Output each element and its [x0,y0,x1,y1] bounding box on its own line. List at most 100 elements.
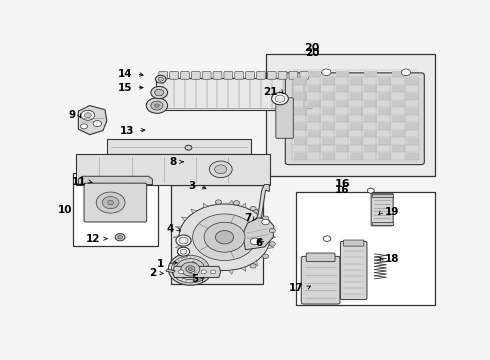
Text: 14: 14 [118,69,133,79]
Circle shape [108,201,114,205]
Bar [294,123,307,130]
Bar [406,138,419,145]
Bar [350,153,363,159]
Circle shape [147,98,168,113]
Circle shape [263,216,269,220]
Text: 5: 5 [191,274,198,284]
Polygon shape [175,245,182,248]
Circle shape [322,69,331,76]
Bar [392,100,405,107]
Text: 8: 8 [170,157,177,167]
Bar [364,86,377,92]
Bar [322,78,335,85]
FancyBboxPatch shape [107,139,251,154]
Circle shape [190,270,195,274]
FancyBboxPatch shape [300,72,309,79]
Bar [392,116,405,122]
FancyBboxPatch shape [278,72,287,79]
FancyBboxPatch shape [371,193,393,226]
Circle shape [271,93,288,105]
Circle shape [177,247,190,256]
FancyBboxPatch shape [156,78,316,110]
Circle shape [216,231,234,244]
Text: 1: 1 [156,258,164,269]
Text: 19: 19 [385,207,399,217]
Text: 16: 16 [335,179,350,189]
Polygon shape [270,235,276,239]
Polygon shape [268,245,274,248]
FancyBboxPatch shape [235,72,244,79]
Circle shape [269,228,275,233]
Bar [378,108,391,115]
Circle shape [269,242,275,246]
Circle shape [216,200,221,204]
Circle shape [81,124,87,129]
FancyBboxPatch shape [289,72,298,79]
Circle shape [211,270,216,274]
Circle shape [234,201,240,205]
Bar [364,145,377,152]
Text: 3: 3 [189,181,196,191]
Bar [392,86,405,92]
FancyBboxPatch shape [180,72,189,79]
FancyBboxPatch shape [341,242,367,300]
Bar [350,78,363,85]
Bar [322,153,335,159]
Bar [364,71,377,77]
Polygon shape [268,226,274,230]
Bar [73,174,158,246]
Circle shape [263,254,269,258]
Circle shape [93,121,101,127]
Circle shape [250,264,256,268]
Circle shape [215,165,227,174]
Circle shape [102,197,119,209]
Polygon shape [241,203,246,208]
Text: 7: 7 [244,213,251,223]
Circle shape [250,238,260,245]
Polygon shape [173,235,179,239]
Circle shape [189,268,192,270]
Polygon shape [203,203,208,208]
Circle shape [179,204,270,270]
Polygon shape [241,267,246,271]
FancyBboxPatch shape [84,183,147,222]
Polygon shape [216,270,220,274]
Bar [294,78,307,85]
Circle shape [401,69,411,76]
Bar [322,123,335,130]
FancyBboxPatch shape [301,256,340,304]
Bar [336,71,349,77]
FancyBboxPatch shape [343,240,364,246]
Circle shape [368,188,374,193]
Bar [308,145,321,152]
Bar [406,78,419,85]
Text: 2: 2 [149,268,156,278]
Bar [392,131,405,137]
Polygon shape [243,218,274,250]
Bar [371,222,393,225]
Bar [322,93,335,100]
FancyBboxPatch shape [276,98,294,138]
Bar [308,116,321,122]
Bar [172,185,263,284]
FancyBboxPatch shape [159,72,168,79]
Bar [364,100,377,107]
Polygon shape [252,261,258,266]
Bar [336,131,349,137]
Bar [406,123,419,130]
Circle shape [155,89,164,96]
Bar [364,116,377,122]
Bar [392,145,405,152]
Circle shape [118,235,122,239]
Text: 13: 13 [120,126,134,135]
FancyBboxPatch shape [245,72,254,79]
Text: 6: 6 [255,238,263,248]
Polygon shape [172,266,220,278]
Circle shape [180,249,187,254]
Bar [308,86,321,92]
Circle shape [96,192,125,213]
Bar [350,108,363,115]
Bar [364,131,377,137]
Circle shape [209,161,232,177]
Bar [294,153,307,159]
